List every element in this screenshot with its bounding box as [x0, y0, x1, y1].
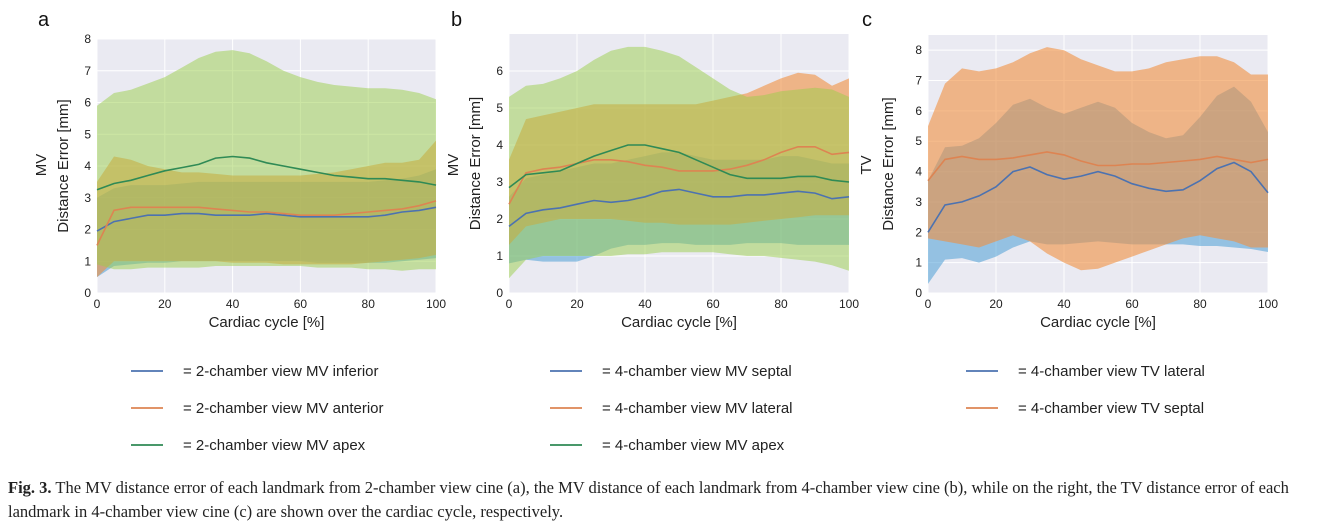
y-tick-label: 7 [915, 74, 922, 88]
y-tick-label: 2 [496, 212, 503, 226]
legend-entry-1: = 4-chamber view TV lateral [1018, 363, 1205, 380]
y-tick-label: 3 [84, 191, 91, 205]
x-tick-label: 40 [226, 297, 240, 311]
legend-entry-2: = 2-chamber view MV anterior [183, 400, 384, 417]
y-tick-label: 6 [84, 96, 91, 110]
x-tick-label: 0 [925, 297, 932, 311]
y-tick-label: 4 [915, 165, 922, 179]
error-band-3 [97, 50, 436, 271]
x-tick-label: 100 [1258, 297, 1278, 311]
x-tick-label: 0 [506, 297, 513, 311]
legend-entry-2: = 4-chamber view MV lateral [602, 400, 793, 417]
panel-letter-a: a [38, 9, 50, 31]
series-line-1 [508, 188, 850, 228]
y-tick-label: 7 [84, 64, 91, 78]
series-line-1 [927, 161, 1269, 233]
y-axis-label: Distance Error [mm] [55, 99, 72, 232]
y-axis-label: Distance Error [mm] [880, 97, 897, 230]
y-tick-label: 4 [84, 159, 91, 173]
x-tick-label: 80 [362, 297, 376, 311]
y-tick-label: 0 [84, 286, 91, 300]
y-tick-label: 0 [915, 286, 922, 300]
y-tick-label: 5 [496, 101, 503, 115]
y-axis-label-top: TV [858, 155, 875, 174]
y-tick-label: 1 [496, 249, 503, 263]
series-line-2 [508, 146, 850, 205]
legend-entry-3: = 2-chamber view MV apex [183, 437, 366, 454]
x-tick-label: 60 [706, 297, 720, 311]
y-tick-label: 3 [915, 195, 922, 209]
legend-entry-3: = 4-chamber view MV apex [602, 437, 785, 454]
panel-letter-b: b [451, 9, 462, 31]
x-tick-label: 20 [158, 297, 172, 311]
figure-caption: Fig. 3. The MV distance error of each la… [8, 476, 1326, 524]
x-tick-label: 80 [1193, 297, 1207, 311]
y-tick-label: 4 [496, 138, 503, 152]
x-axis-label: Cardiac cycle [%] [1040, 314, 1156, 331]
series-line-1 [96, 206, 437, 232]
x-tick-label: 100 [839, 297, 859, 311]
x-axis-label: Cardiac cycle [%] [209, 314, 325, 331]
y-tick-label: 5 [915, 134, 922, 148]
legend-entry-1: = 2-chamber view MV inferior [183, 363, 378, 380]
caption-text: The MV distance error of each landmark f… [8, 478, 1289, 521]
series-line-2 [96, 200, 437, 246]
caption-label: Fig. 3. [8, 478, 52, 497]
series-line-3 [508, 144, 850, 189]
legend-entry-2: = 4-chamber view TV septal [1018, 400, 1204, 417]
y-tick-label: 8 [84, 32, 91, 46]
y-tick-label: 3 [496, 175, 503, 189]
series-line-2 [927, 151, 1269, 182]
y-tick-label: 6 [496, 64, 503, 78]
x-tick-label: 80 [774, 297, 788, 311]
y-axis-label-top: MV [33, 154, 50, 177]
x-tick-label: 40 [638, 297, 652, 311]
x-tick-label: 100 [426, 297, 446, 311]
y-tick-label: 1 [84, 254, 91, 268]
y-tick-label: 1 [915, 256, 922, 270]
y-tick-label: 5 [84, 127, 91, 141]
y-tick-label: 2 [915, 225, 922, 239]
x-tick-label: 0 [94, 297, 101, 311]
legend-entry-1: = 4-chamber view MV septal [602, 363, 792, 380]
x-tick-label: 60 [1125, 297, 1139, 311]
y-tick-label: 0 [496, 286, 503, 300]
y-tick-label: 6 [915, 104, 922, 118]
x-tick-label: 60 [294, 297, 308, 311]
y-axis-label-top: MV [445, 154, 462, 177]
y-tick-label: 2 [84, 223, 91, 237]
x-axis-label: Cardiac cycle [%] [621, 314, 737, 331]
x-tick-label: 20 [989, 297, 1003, 311]
series-line-3 [96, 155, 437, 191]
error-band-2 [928, 47, 1268, 271]
x-tick-label: 40 [1057, 297, 1071, 311]
y-axis-label: Distance Error [mm] [467, 97, 484, 230]
y-tick-label: 8 [915, 43, 922, 57]
x-tick-label: 20 [570, 297, 584, 311]
error-band-3 [509, 46, 849, 279]
panel-letter-c: c [862, 9, 872, 31]
